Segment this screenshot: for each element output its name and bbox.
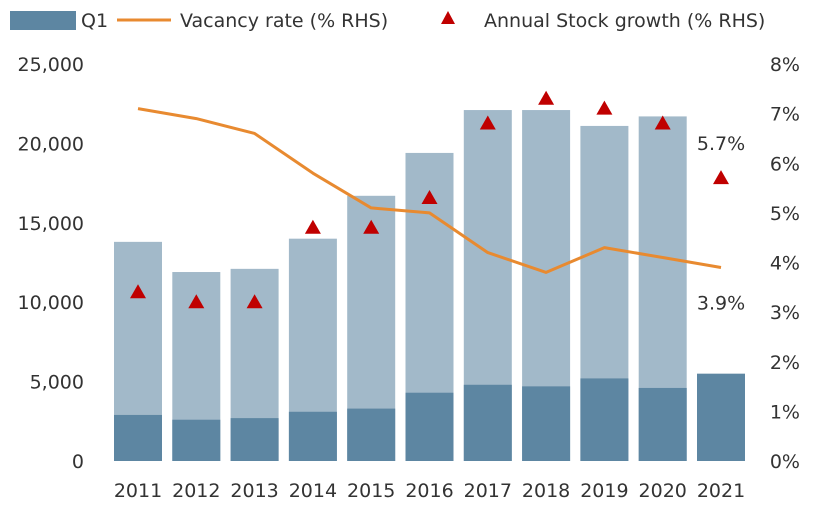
right-tick-label: 6% (770, 153, 800, 175)
legend-marker-annual-stock-growth (441, 11, 455, 24)
stock-growth-marker-2018 (538, 90, 555, 105)
x-tick-label-2015: 2015 (347, 480, 395, 502)
stock-growth-marker-2012 (188, 294, 205, 309)
bar-q1-2011 (114, 414, 162, 461)
annotation-5-7: 5.7% (697, 133, 745, 155)
bar-q1-2021 (697, 373, 745, 461)
left-tick-label: 25,000 (18, 54, 84, 76)
stock-growth-marker-2017 (479, 115, 496, 130)
left-tick-label: 0 (72, 451, 84, 473)
legend-label-annual-stock-growth: Annual Stock growth (% RHS) (484, 10, 765, 32)
x-axis: 2011 2012 2013 2014 2015 2016 2017 2018 2019 2020… (114, 480, 745, 502)
bar-q1-2019 (580, 378, 629, 461)
legend-swatch-q1 (10, 11, 76, 30)
stock-growth-marker-2015 (363, 219, 380, 234)
right-axis: 0% 1% 2% 3% 4% 5% 6% 7% 8% (770, 54, 800, 473)
stock-growth-marker-2016 (421, 189, 438, 204)
bar-q1-2012 (172, 419, 221, 461)
bars (114, 110, 745, 462)
x-tick-label-2018: 2018 (522, 480, 570, 502)
left-axis: 0 5,000 10,000 15,000 20,000 25,000 (18, 54, 84, 473)
stock-growth-markers (130, 90, 729, 309)
right-tick-label: 3% (770, 302, 800, 324)
right-tick-label: 4% (770, 253, 800, 275)
right-tick-label: 0% (770, 451, 800, 473)
left-tick-label: 15,000 (18, 213, 84, 235)
x-tick-label-2012: 2012 (172, 480, 220, 502)
legend: Q1 Vacancy rate (% RHS) Annual Stock gro… (10, 10, 765, 32)
x-tick-label-2011: 2011 (114, 480, 162, 502)
right-tick-label: 2% (770, 352, 800, 374)
x-tick-label-2014: 2014 (289, 480, 337, 502)
bar-q1-2015 (347, 408, 396, 461)
stock-growth-marker-2020 (654, 115, 671, 130)
right-tick-label: 7% (770, 104, 800, 126)
bar-q1-2018 (522, 386, 571, 461)
stock-growth-marker-2014 (304, 219, 321, 234)
bar-q1-2013 (230, 418, 279, 461)
x-tick-label-2019: 2019 (580, 480, 628, 502)
stock-growth-marker-2013 (246, 294, 263, 309)
x-tick-label-2020: 2020 (639, 480, 687, 502)
legend-label-vacancy-rate: Vacancy rate (% RHS) (180, 10, 388, 32)
bar-q1-2017 (463, 384, 512, 461)
bar-q1-2020 (638, 387, 687, 461)
stock-growth-marker-2021 (713, 170, 729, 185)
x-tick-label-2016: 2016 (405, 480, 453, 502)
left-tick-label: 10,000 (18, 292, 84, 314)
bar-q1-2014 (288, 411, 337, 461)
right-tick-label: 5% (770, 203, 800, 225)
bar-q1-2016 (405, 392, 454, 461)
vacancy-rate-rhs-line (137, 107, 722, 274)
x-tick-label-2021: 2021 (697, 480, 745, 502)
left-tick-label: 20,000 (18, 133, 84, 155)
x-tick-label-2013: 2013 (230, 480, 278, 502)
annotations: 5.7% 3.9% (697, 133, 745, 314)
legend-label-q1: Q1 (81, 10, 108, 32)
right-tick-label: 1% (770, 401, 800, 423)
vacancy-rate-line-group (137, 107, 722, 274)
stock-growth-marker-2019 (596, 100, 613, 115)
right-tick-label: 8% (770, 54, 800, 76)
x-tick-label-2017: 2017 (464, 480, 512, 502)
left-tick-label: 5,000 (30, 372, 84, 394)
stock-growth-marker-2011 (130, 284, 146, 299)
annotation-3-9: 3.9% (697, 292, 745, 314)
